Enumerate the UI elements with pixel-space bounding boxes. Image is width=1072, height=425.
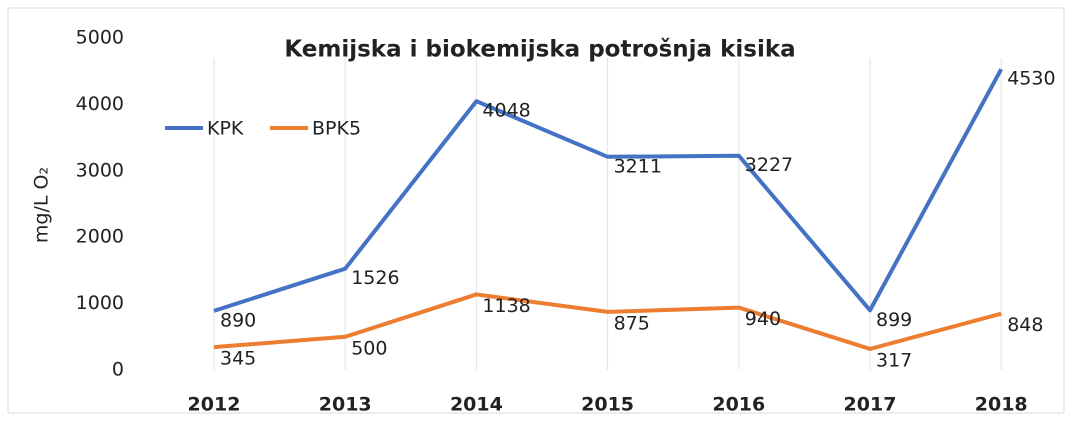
x-tick-label: 2018 bbox=[975, 394, 1028, 416]
x-tick-label: 2014 bbox=[450, 394, 503, 416]
chart-title: Kemijska i biokemijska potrošnja kisika bbox=[284, 37, 795, 63]
y-axis-label: mg/L O₂ bbox=[31, 167, 53, 243]
y-tick-label: 3000 bbox=[76, 159, 124, 181]
data-label: 4530 bbox=[1007, 68, 1055, 90]
data-label: 500 bbox=[351, 337, 387, 359]
data-label: 1526 bbox=[351, 267, 399, 289]
x-tick-label: 2016 bbox=[712, 394, 765, 416]
x-tick-label: 2015 bbox=[581, 394, 634, 416]
data-label: 4048 bbox=[482, 100, 530, 122]
line bbox=[213, 292, 1002, 351]
data-label: 940 bbox=[745, 308, 781, 330]
y-tick-label: 2000 bbox=[76, 226, 124, 248]
data-label: 3211 bbox=[614, 155, 662, 177]
y-tick-label: 5000 bbox=[76, 27, 124, 49]
x-tick-label: 2012 bbox=[188, 394, 241, 416]
data-label: 345 bbox=[220, 348, 256, 370]
y-tick-label: 4000 bbox=[76, 93, 124, 115]
data-label: 899 bbox=[876, 309, 912, 331]
x-tick-label: 2017 bbox=[844, 394, 897, 416]
data-label: 848 bbox=[1007, 314, 1043, 336]
data-label: 1138 bbox=[482, 295, 530, 317]
legend-label: KPK bbox=[207, 118, 244, 140]
line bbox=[213, 68, 1003, 313]
data-label: 3227 bbox=[745, 154, 793, 176]
legend-label: BPK5 bbox=[312, 118, 361, 140]
y-tick-label: 0 bbox=[112, 359, 124, 381]
data-label: 317 bbox=[876, 349, 912, 371]
data-label: 875 bbox=[614, 312, 650, 334]
data-label: 890 bbox=[220, 309, 256, 331]
y-tick-label: 1000 bbox=[76, 292, 124, 314]
x-tick-label: 2013 bbox=[319, 394, 372, 416]
